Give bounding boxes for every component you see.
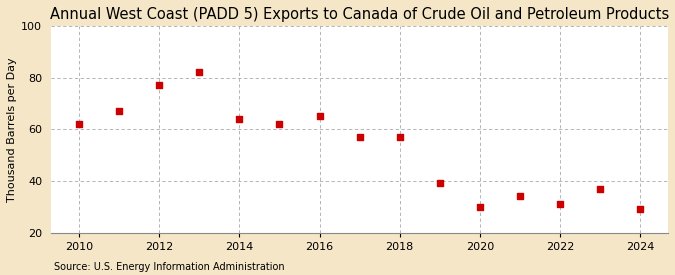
Point [394,135,405,139]
Point [154,83,165,87]
Title: Annual West Coast (PADD 5) Exports to Canada of Crude Oil and Petroleum Products: Annual West Coast (PADD 5) Exports to Ca… [50,7,669,22]
Point [74,122,84,126]
Point [274,122,285,126]
Point [314,114,325,119]
Point [114,109,125,113]
Point [475,205,485,209]
Point [514,194,525,199]
Point [434,181,445,186]
Point [595,186,605,191]
Point [354,135,365,139]
Y-axis label: Thousand Barrels per Day: Thousand Barrels per Day [7,57,17,202]
Point [554,202,565,206]
Text: Source: U.S. Energy Information Administration: Source: U.S. Energy Information Administ… [54,262,285,272]
Point [634,207,645,211]
Point [194,70,205,75]
Point [234,117,245,121]
